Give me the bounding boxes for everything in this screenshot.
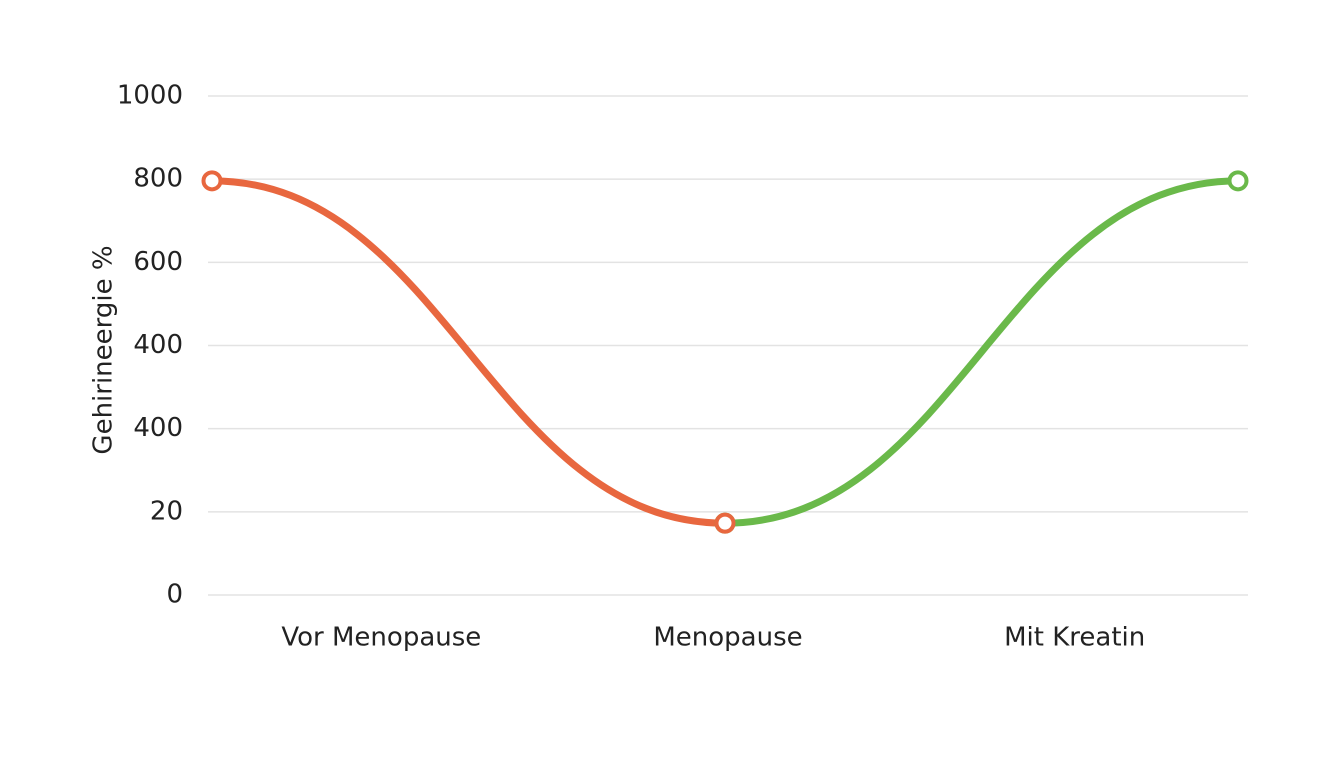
y-tick-label: 20 (150, 496, 183, 526)
point-marker (1227, 170, 1249, 192)
y-tick-label: 0 (166, 580, 183, 610)
y-tick-label: 400 (133, 413, 183, 443)
y-tick-label: 600 (133, 247, 183, 277)
y-tick-label: 1000 (117, 81, 183, 111)
line (721, 177, 1242, 527)
y-tick-label: 400 (133, 330, 183, 360)
y-axis-title: Gehirineergie % (89, 245, 119, 454)
x-tick-label: Mit Kreatin (1004, 623, 1145, 653)
y-tick-label: 800 (133, 164, 183, 194)
line (208, 177, 729, 527)
point-marker (714, 512, 736, 534)
x-tick-label: Menopause (653, 623, 802, 653)
x-tick-label: Vor Menopause (281, 623, 481, 653)
point-marker (201, 170, 223, 192)
